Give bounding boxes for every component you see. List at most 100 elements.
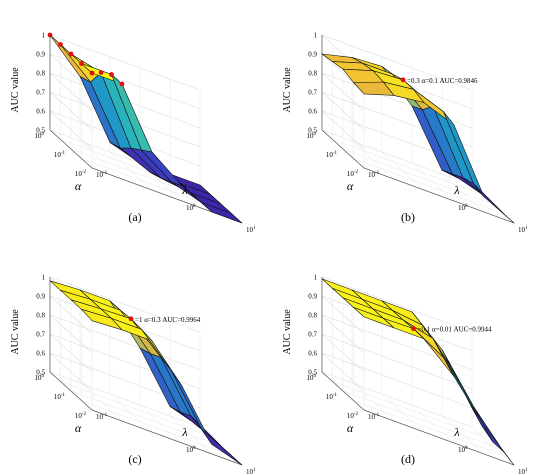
gridline-z-back (49, 34, 201, 91)
alpha-tick-label: 10-2 (75, 412, 87, 420)
chart-panel-1: 0.5 0.6 0.7 0.8 0.9 1 100 10-1 10-2 10-1 100 101 AUC… (10, 32, 256, 235)
z-tick-label: 0.8 (36, 312, 45, 320)
surface-patch (201, 202, 243, 224)
z-tick-label: 0.8 (308, 70, 317, 78)
gridline-alpha-floor (332, 381, 483, 437)
gridline-z-back (49, 276, 201, 333)
alpha-tick-label: 10-1 (54, 393, 66, 401)
lambda-tick-label: 10-1 (368, 413, 380, 421)
highlight-point (68, 51, 74, 57)
alpha-tick-label: 10-2 (347, 412, 359, 420)
highlight-point (400, 77, 406, 83)
z-axis-label: AUC value (10, 67, 21, 113)
gridline-alpha-floor (353, 400, 504, 456)
chart-panel-3: =1 α=0.3 AUC=0.9964 0.5 0.6 0.7 0.8 0.9 1 100 10… (10, 274, 256, 475)
alpha-tick-label: 100 (307, 132, 317, 140)
z-tick-label: 0.9 (36, 293, 45, 301)
gridline-z-back (321, 34, 473, 91)
panel-caption-c: (c) (128, 452, 142, 466)
z-tick-label: 0.7 (36, 89, 45, 97)
gridline-alpha-floor (321, 129, 473, 186)
lambda-tick-label: 100 (186, 204, 196, 212)
alpha-tick-label: 10-2 (75, 170, 87, 178)
z-tick-label: 0.6 (36, 108, 45, 116)
panel-caption-b: (b) (401, 210, 415, 224)
lambda-tick-label: 101 (518, 226, 528, 234)
panel-caption-d: (d) (401, 452, 415, 466)
surface-patch (473, 406, 515, 466)
highlight-point (119, 81, 125, 87)
gridline-z-back (321, 352, 473, 409)
highlight-point (109, 72, 114, 77)
lambda-tick-label: 10-1 (96, 413, 108, 421)
z-axis-label: AUC value (10, 309, 21, 355)
z-tick-label: 0.5 (36, 127, 45, 135)
z-tick-label: 1 (42, 32, 46, 40)
panel-caption-a: (a) (128, 210, 142, 224)
lambda-tick-label: 101 (518, 468, 528, 475)
lambda-tick-label: 100 (458, 446, 468, 454)
surface (49, 34, 243, 224)
alpha-tick-label: 100 (35, 132, 45, 140)
lambda-tick-label: 10-1 (368, 171, 380, 179)
surface-patch (201, 429, 243, 466)
surface-patch (443, 357, 485, 426)
gridline-z-back (49, 314, 201, 371)
lambda-axis-line (91, 409, 243, 466)
lambda-tick-label: 101 (246, 226, 256, 234)
alpha-axis-line (321, 129, 365, 169)
annotation-label: =1 α=0.3 AUC=0.9964 (135, 316, 201, 324)
lambda-axis-line (363, 167, 515, 224)
gridline-alpha-floor (49, 371, 201, 428)
gridline-alpha-floor (321, 371, 473, 428)
highlight-point (98, 70, 104, 75)
surface (49, 280, 243, 466)
alpha-axis-line (49, 371, 93, 411)
surface (321, 278, 515, 466)
highlight-point (411, 326, 416, 332)
alpha-tick-label: 100 (307, 374, 317, 382)
lambda-tick-label: 101 (246, 468, 256, 475)
z-tick-label: 1 (42, 274, 46, 282)
highlight-point (58, 42, 63, 47)
z-tick-label: 0.6 (308, 108, 317, 116)
surface (321, 53, 515, 224)
z-tick-label: 0.9 (36, 51, 45, 59)
gridline-alpha-floor (342, 148, 494, 205)
gridline-z-back (321, 333, 473, 390)
z-axis-label: AUC value (282, 309, 293, 355)
alpha-axis-label: α (75, 421, 82, 435)
z-tick-label: 1 (314, 32, 318, 40)
alpha-axis-label: α (347, 421, 354, 435)
annotation-label: =0.1 α=0.01 AUC=0.9944 (418, 326, 493, 334)
z-tick-label: 0.8 (36, 70, 45, 78)
alpha-tick-label: 100 (35, 374, 45, 382)
gridline-z-back (321, 276, 473, 333)
alpha-axis-label: α (75, 179, 82, 193)
alpha-tick-label: 10-2 (347, 170, 359, 178)
z-tick-label: 0.6 (36, 350, 45, 358)
lambda-tick-label: 10-1 (96, 171, 108, 179)
highlight-point (79, 61, 84, 66)
lambda-axis-line (363, 409, 515, 466)
gridline-alpha-floor (332, 139, 483, 195)
z-tick-label: 1 (314, 274, 318, 282)
z-tick-label: 0.5 (308, 127, 317, 135)
gridline-alpha-floor (60, 381, 211, 437)
alpha-axis-label: α (347, 179, 354, 193)
lambda-tick-label: 100 (186, 446, 196, 454)
alpha-axis-line (321, 371, 365, 411)
lambda-axis-label: λ (453, 183, 459, 197)
highlight-point (128, 316, 134, 322)
highlight-point (47, 32, 53, 38)
z-tick-label: 0.5 (308, 369, 317, 377)
gridline-alpha-floor (342, 390, 494, 447)
z-axis-label: AUC value (282, 67, 293, 113)
lambda-axis-label: λ (181, 183, 187, 197)
chart-panel-4: =0.1 α=0.01 AUC=0.9944 0.5 0.6 0.7 0.8 0.9 1 10… (282, 274, 528, 475)
alpha-tick-label: 10-1 (326, 393, 338, 401)
chart-panel-2: =0.3 α=0.1 AUC=0.9846 0.5 0.6 0.7 0.8 0.9 1 100… (282, 32, 528, 235)
highlight-point (89, 70, 95, 76)
z-tick-label: 0.8 (308, 312, 317, 320)
